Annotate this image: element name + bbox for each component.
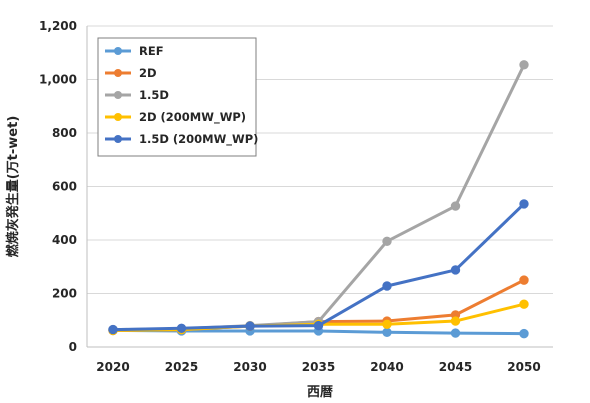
y-tick-labels: 0 200 400 600 800 1,000 1,200: [39, 19, 77, 354]
x-tick-label: 2025: [165, 360, 198, 374]
legend-label: 2D (200MW_WP): [139, 110, 246, 125]
data-point: [382, 236, 392, 247]
data-point: [519, 275, 529, 285]
x-tick-label: 2040: [370, 360, 403, 374]
data-point: [450, 265, 461, 275]
legend-swatch-marker: [114, 113, 122, 121]
legend-label: 1.5D (200MW_WP): [139, 132, 258, 147]
y-tick-label: 200: [52, 287, 77, 301]
data-point: [382, 281, 392, 291]
data-point: [245, 321, 255, 331]
y-axis-title: 燃焼灰発生量(万t-wet): [5, 116, 21, 258]
x-tick-label: 2030: [233, 360, 266, 374]
data-point: [450, 201, 461, 211]
data-point: [382, 319, 392, 329]
legend-item: 2D (200MW_WP): [105, 110, 246, 125]
legend-box: [97, 37, 257, 157]
legend-item: 1.5D (200MW_WP): [105, 132, 258, 147]
x-tick-label: 2050: [507, 360, 540, 374]
data-point: [519, 199, 529, 209]
data-point: [108, 324, 118, 335]
legend: REF 2D 1.5D 2D (200MW_WP) 1.5D (200MW_WP): [97, 37, 258, 157]
x-tick-label: 2035: [302, 360, 335, 374]
legend-swatch-marker: [114, 69, 122, 77]
legend-swatch-marker: [114, 47, 122, 55]
data-point: [519, 328, 529, 339]
data-point: [176, 323, 187, 333]
legend-swatch-marker: [114, 91, 122, 99]
series-group: [108, 60, 529, 339]
y-tick-label: 1,200: [39, 19, 77, 33]
y-tick-label: 600: [52, 180, 77, 194]
x-tick-label: 2045: [439, 360, 472, 374]
legend-label: REF: [139, 44, 164, 58]
data-point: [519, 299, 529, 309]
y-tick-label: 0: [69, 340, 77, 354]
legend-swatch-marker: [114, 135, 122, 143]
legend-item: 2D: [105, 66, 157, 80]
x-axis-title: 西暦: [307, 385, 333, 400]
y-tick-label: 1,000: [39, 73, 77, 87]
data-point: [519, 60, 529, 70]
data-point: [382, 327, 392, 337]
data-point: [450, 328, 461, 338]
axes: [86, 26, 553, 348]
legend-item: REF: [105, 44, 164, 58]
y-tick-label: 800: [52, 126, 77, 140]
legend-label: 2D: [139, 66, 157, 80]
x-tick-label: 2020: [96, 360, 129, 374]
legend-label: 1.5D: [139, 88, 169, 102]
legend-item: 1.5D: [105, 88, 169, 102]
x-tick-labels: 2020 2025 2030 2035 2040 2045 2050: [96, 360, 540, 374]
data-point: [313, 320, 324, 331]
series-4: [108, 199, 529, 335]
data-point: [450, 316, 461, 326]
y-tick-label: 400: [52, 233, 77, 247]
